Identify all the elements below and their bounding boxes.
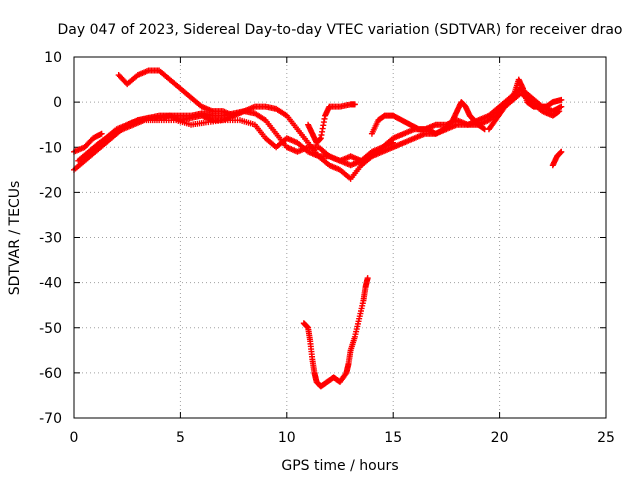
data-point: [558, 148, 565, 155]
x-tick-label: 20: [491, 430, 509, 446]
data-point: [510, 91, 517, 98]
data-point: [558, 103, 565, 110]
series-trace-7: [368, 99, 488, 137]
y-tick-label: -50: [39, 321, 62, 337]
y-tick-label: 10: [44, 50, 62, 66]
x-tick-label: 25: [597, 430, 615, 446]
y-tick-label: -40: [39, 276, 62, 292]
series-trace-5: [115, 67, 237, 119]
data-point: [98, 130, 105, 137]
series-trace-1: [71, 130, 105, 155]
data-points: [71, 67, 565, 390]
x-tick-label: 5: [176, 430, 185, 446]
chart-title: Day 047 of 2023, Sidereal Day-to-day VTE…: [57, 22, 622, 38]
data-point: [230, 112, 237, 119]
series-trace-6: [305, 101, 358, 146]
y-tick-label: -60: [39, 366, 62, 382]
x-tick-label: 10: [278, 430, 296, 446]
y-axis-label: SDTVAR / TECUs: [7, 181, 23, 296]
y-tick-label: -10: [39, 140, 62, 156]
y-tick-label: 0: [53, 95, 62, 111]
plot-frame: [73, 56, 607, 419]
x-axis-label: GPS time / hours: [281, 458, 398, 474]
y-tick-label: -20: [39, 185, 62, 201]
x-tick-label: 0: [70, 430, 79, 446]
data-point: [351, 101, 358, 108]
series-trace-9: [549, 148, 565, 169]
data-point: [558, 96, 565, 103]
series-trace-10: [300, 275, 371, 390]
data-point: [364, 275, 371, 282]
y-tick-label: -30: [39, 231, 62, 247]
x-tick-label: 15: [384, 430, 402, 446]
series-trace-8: [485, 76, 565, 133]
y-tick-label: -70: [39, 411, 62, 427]
